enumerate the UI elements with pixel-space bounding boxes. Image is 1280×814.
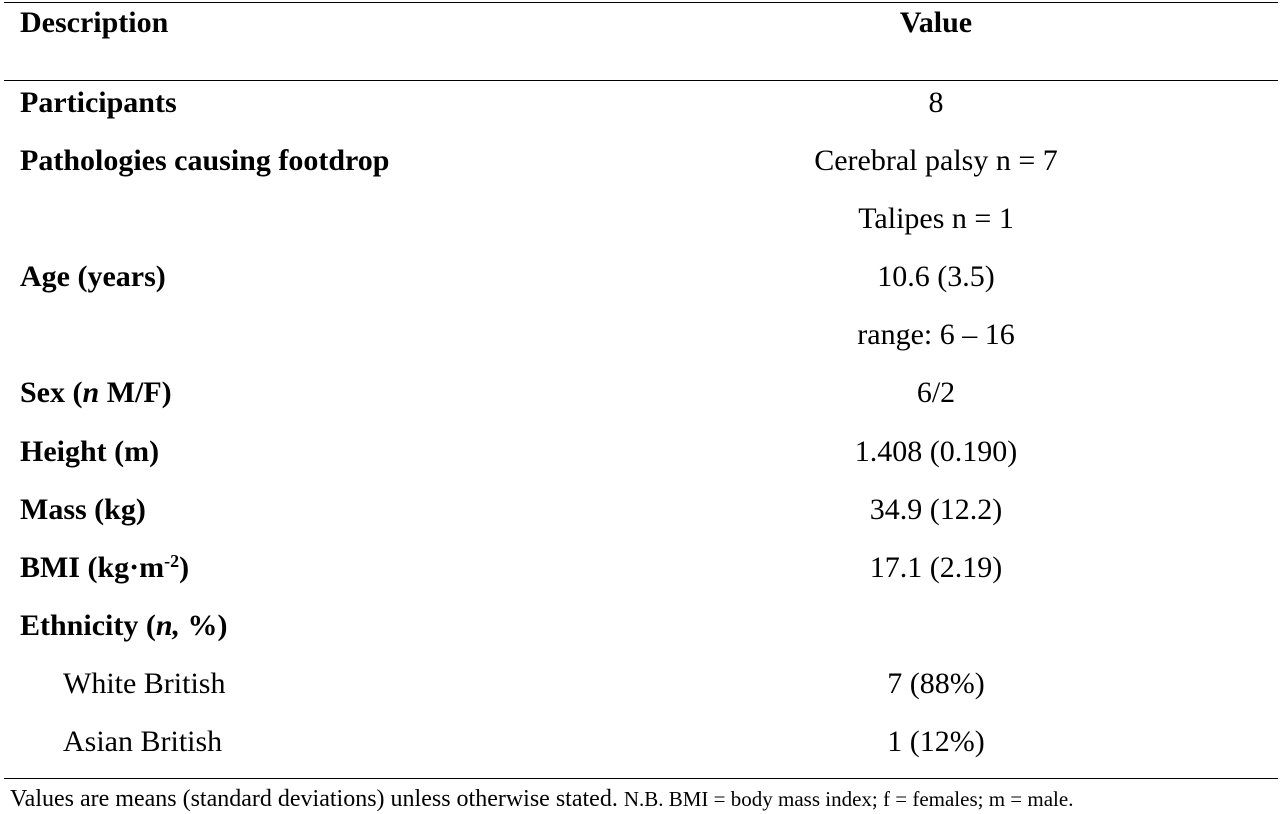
row-value-height: 1.408 (0.190) bbox=[854, 435, 1018, 468]
footnote-abbreviations: N.B. BMI = body mass index; f = females;… bbox=[623, 787, 1074, 811]
table-footnote: Values are means (standard deviations) u… bbox=[10, 784, 1073, 814]
italic-n: n bbox=[82, 376, 100, 409]
row-label-sex: Sex (n M/F) bbox=[20, 376, 172, 409]
row-value-pathologies-cerebral-palsy: Cerebral palsy n = 7 bbox=[814, 144, 1058, 177]
row-value-white-british: 7 (88%) bbox=[887, 667, 985, 700]
row-value-participants: 8 bbox=[928, 86, 944, 119]
row-label-bmi: BMI (kg·m-2) bbox=[20, 551, 190, 584]
row-label-white-british: White British bbox=[63, 667, 226, 700]
table-bottom-rule bbox=[4, 778, 1278, 779]
row-value-mass: 34.9 (12.2) bbox=[869, 493, 1003, 526]
row-label-age: Age (years) bbox=[20, 260, 166, 293]
row-label-ethnicity: Ethnicity (n, %) bbox=[20, 609, 228, 642]
row-label-asian-british: Asian British bbox=[63, 725, 223, 758]
row-value-bmi: 17.1 (2.19) bbox=[869, 551, 1003, 584]
row-label-height: Height (m) bbox=[20, 435, 160, 468]
row-value-asian-british: 1 (12%) bbox=[887, 725, 985, 758]
table-top-rule bbox=[4, 2, 1278, 3]
column-header-value: Value bbox=[899, 6, 973, 39]
row-label-mass: Mass (kg) bbox=[20, 493, 146, 526]
row-label-participants: Participants bbox=[20, 86, 177, 119]
row-value-age: 10.6 (3.5) bbox=[877, 260, 995, 293]
column-header-description: Description bbox=[20, 6, 169, 39]
footnote-main: Values are means (standard deviations) u… bbox=[10, 786, 618, 812]
superscript-exponent: -2 bbox=[164, 551, 180, 572]
row-value-pathologies-talipes: Talipes n = 1 bbox=[858, 202, 1014, 235]
row-value-sex: 6/2 bbox=[916, 376, 956, 409]
table-header-rule bbox=[4, 80, 1278, 81]
italic-n: n, bbox=[155, 609, 181, 642]
row-label-pathologies: Pathologies causing footdrop bbox=[20, 144, 390, 177]
row-value-age-range: range: 6 – 16 bbox=[857, 318, 1015, 351]
